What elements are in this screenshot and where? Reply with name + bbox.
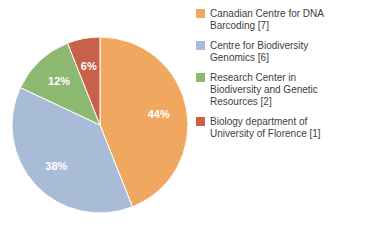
svg-text:38%: 38%: [45, 160, 67, 172]
html-text:Biology department of Universi: Biology department of University of Flor…: [210, 116, 321, 139]
html-text:Canadian Centre for DNA Barcod: Canadian Centre for DNA Barcoding [7]: [210, 8, 324, 31]
svg-text:12%: 12%: [48, 75, 70, 87]
html-text:Centre for Biodiversity Genomi: Centre for Biodiversity Genomics [6]: [210, 40, 309, 63]
html-text:Research Center in Biodiversit: Research Center in Biodiversity and Gene…: [210, 72, 318, 107]
svg-text:44%: 44%: [148, 108, 170, 120]
svg-text:6%: 6%: [81, 60, 97, 72]
